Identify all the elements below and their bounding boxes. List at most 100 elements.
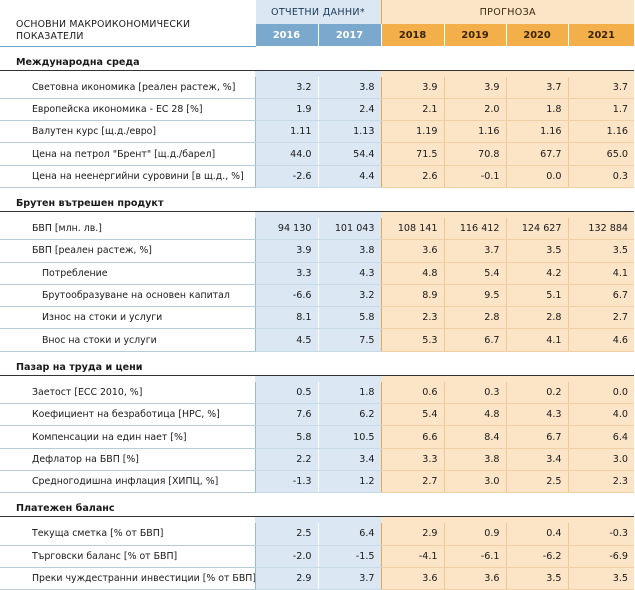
forecast-value-cell: 4.6 [567, 328, 635, 352]
table-row: БВП [реален растеж, %] 3.9 3.8 3.6 3.7 3.5 3.5 [0, 239, 635, 263]
actual-value-cell: 3.2 [317, 284, 382, 308]
table-title: ОСНОВНИ МАКРОИКОНОМИЧЕСКИ ПОКАЗАТЕЛИ [0, 0, 255, 47]
forecast-value-cell: 1.8 [505, 98, 569, 122]
section-divider [568, 492, 635, 518]
actual-value-cell: 5.8 [317, 306, 382, 330]
forecast-value-cell: 2.3 [380, 306, 445, 330]
section-divider [568, 187, 635, 212]
forecast-value-cell: 0.2 [505, 381, 569, 405]
year-header: 2016 [254, 24, 318, 46]
row-label: Дефлатор на БВП [%] [0, 448, 255, 471]
spacer-cell [381, 70, 445, 77]
forecast-value-cell: 2.3 [567, 470, 635, 494]
forecast-value-cell: 3.5 [567, 567, 635, 590]
forecast-value-cell: 4.0 [567, 403, 635, 427]
section-divider [568, 46, 635, 71]
row-label: Текуща сметка [% от БВП] [0, 523, 255, 546]
table-row: Потребление 3.3 4.3 4.8 5.4 4.2 4.1 [0, 262, 635, 285]
actual-value-cell: 1.13 [317, 120, 382, 144]
spacer-cell [568, 375, 635, 382]
row-label: Цена на петрол "Брент" [щ.д./барел] [0, 142, 255, 166]
forecast-value-cell: 116 412 [443, 217, 507, 241]
table-row: Валутен курс [щ.д./евро] 1.11 1.13 1.19 1.16… [0, 120, 635, 144]
year-header: 2018 [380, 24, 445, 46]
section-divider [506, 492, 569, 518]
forecast-value-cell: 3.5 [505, 239, 569, 263]
table-row: Внос на стоки и услуги 4.5 7.5 5.3 6.7 4.1 4.6 [0, 328, 635, 352]
forecast-value-cell: 1.16 [567, 120, 635, 144]
forecast-value-cell: 5.4 [443, 262, 507, 285]
spacer-row [0, 516, 635, 524]
actual-value-cell: 2.4 [317, 98, 382, 122]
section-divider [381, 187, 445, 212]
table-row: Световна икономика [реален растеж, %] 3.2… [0, 76, 635, 99]
section-divider [318, 46, 382, 71]
spacer-cell [255, 70, 318, 77]
forecast-value-cell: 0.0 [505, 165, 569, 188]
forecast-value-cell: 3.0 [443, 470, 507, 494]
actual-value-cell: 4.4 [317, 165, 382, 188]
forecast-value-cell: 3.6 [443, 567, 507, 590]
forecast-value-cell: 0.4 [505, 523, 569, 546]
section-divider [381, 46, 445, 71]
actual-value-cell: 1.2 [317, 470, 382, 494]
spacer-cell [444, 70, 507, 77]
row-label: Компенсации на един нает [%] [0, 425, 255, 449]
table-row: Текуща сметка [% от БВП] 2.5 6.4 2.9 0.9 0.4-… [0, 523, 635, 546]
actual-value-cell: 3.8 [317, 239, 382, 263]
actual-value-cell: 3.7 [317, 567, 382, 590]
forecast-value-cell: 4.3 [505, 403, 569, 427]
row-label: Цена на неенергийни суровини [в щ.д., %] [0, 165, 255, 188]
spacer-cell [381, 211, 445, 218]
row-label: Коефициент на безработица [НРС, %] [0, 403, 255, 427]
actual-value-cell: -6.6 [254, 284, 318, 308]
forecast-value-cell: -0.3 [567, 523, 635, 546]
forecast-value-cell: 3.5 [567, 239, 635, 263]
year-header: 2021 [567, 24, 635, 46]
year-header: 2019 [443, 24, 507, 46]
section-divider [381, 351, 445, 376]
row-label: Търговски баланс [% от БВП] [0, 545, 255, 568]
spacer-cell [255, 375, 318, 382]
section-row: Брутен вътрешен продукт [0, 187, 635, 212]
table-row: Търговски баланс [% от БВП] -2.0 -1.5 -4.1-… [0, 545, 635, 568]
forecast-value-cell: 6.7 [567, 284, 635, 308]
section-divider [506, 351, 569, 376]
forecast-header: ПРОГНОЗА [380, 0, 635, 24]
table-title-line2: ПОКАЗАТЕЛИ [16, 30, 84, 42]
forecast-value-cell: 2.8 [505, 306, 569, 330]
row-label: Износ на стоки и услуги [0, 306, 255, 330]
table-row: Брутообразуване на основен капитал -6.6 3.… [0, 284, 635, 308]
actual-value-cell: 2.9 [254, 567, 318, 590]
row-label: Средногодишна инфлация [ХИПЦ, %] [0, 470, 255, 494]
spacer-cell [318, 375, 382, 382]
spacer-cell [318, 516, 382, 524]
forecast-value-cell: 124 627 [505, 217, 569, 241]
actual-value-cell: -2.0 [254, 545, 318, 568]
section-title: Международна среда [0, 46, 255, 71]
section-divider [506, 46, 569, 71]
forecast-value-cell: 0.6 [380, 381, 445, 405]
actual-value-cell: -2.6 [254, 165, 318, 188]
section-divider [318, 187, 382, 212]
forecast-value-cell: -6.2 [505, 545, 569, 568]
forecast-value-cell: 0.3 [567, 165, 635, 188]
actual-value-cell: 3.8 [317, 76, 382, 99]
section-divider [318, 492, 382, 518]
forecast-value-cell: 1.7 [567, 98, 635, 122]
year-header: 2017 [317, 24, 382, 46]
table-body: Международна среда Световна икономика [ре… [0, 46, 635, 590]
forecast-value-cell: 3.3 [380, 448, 445, 471]
actual-value-cell: 1.8 [317, 381, 382, 405]
forecast-value-cell: 4.1 [505, 328, 569, 352]
forecast-value-cell: 3.0 [567, 448, 635, 471]
section-divider [255, 46, 318, 71]
section-divider [444, 351, 507, 376]
section-divider [255, 492, 318, 518]
actual-value-cell: 1.11 [254, 120, 318, 144]
table-row: Коефициент на безработица [НРС, %] 7.6 6.2… [0, 403, 635, 427]
forecast-value-cell: 6.4 [567, 425, 635, 449]
actual-value-cell: 4.5 [254, 328, 318, 352]
forecast-value-cell: 3.9 [380, 76, 445, 99]
